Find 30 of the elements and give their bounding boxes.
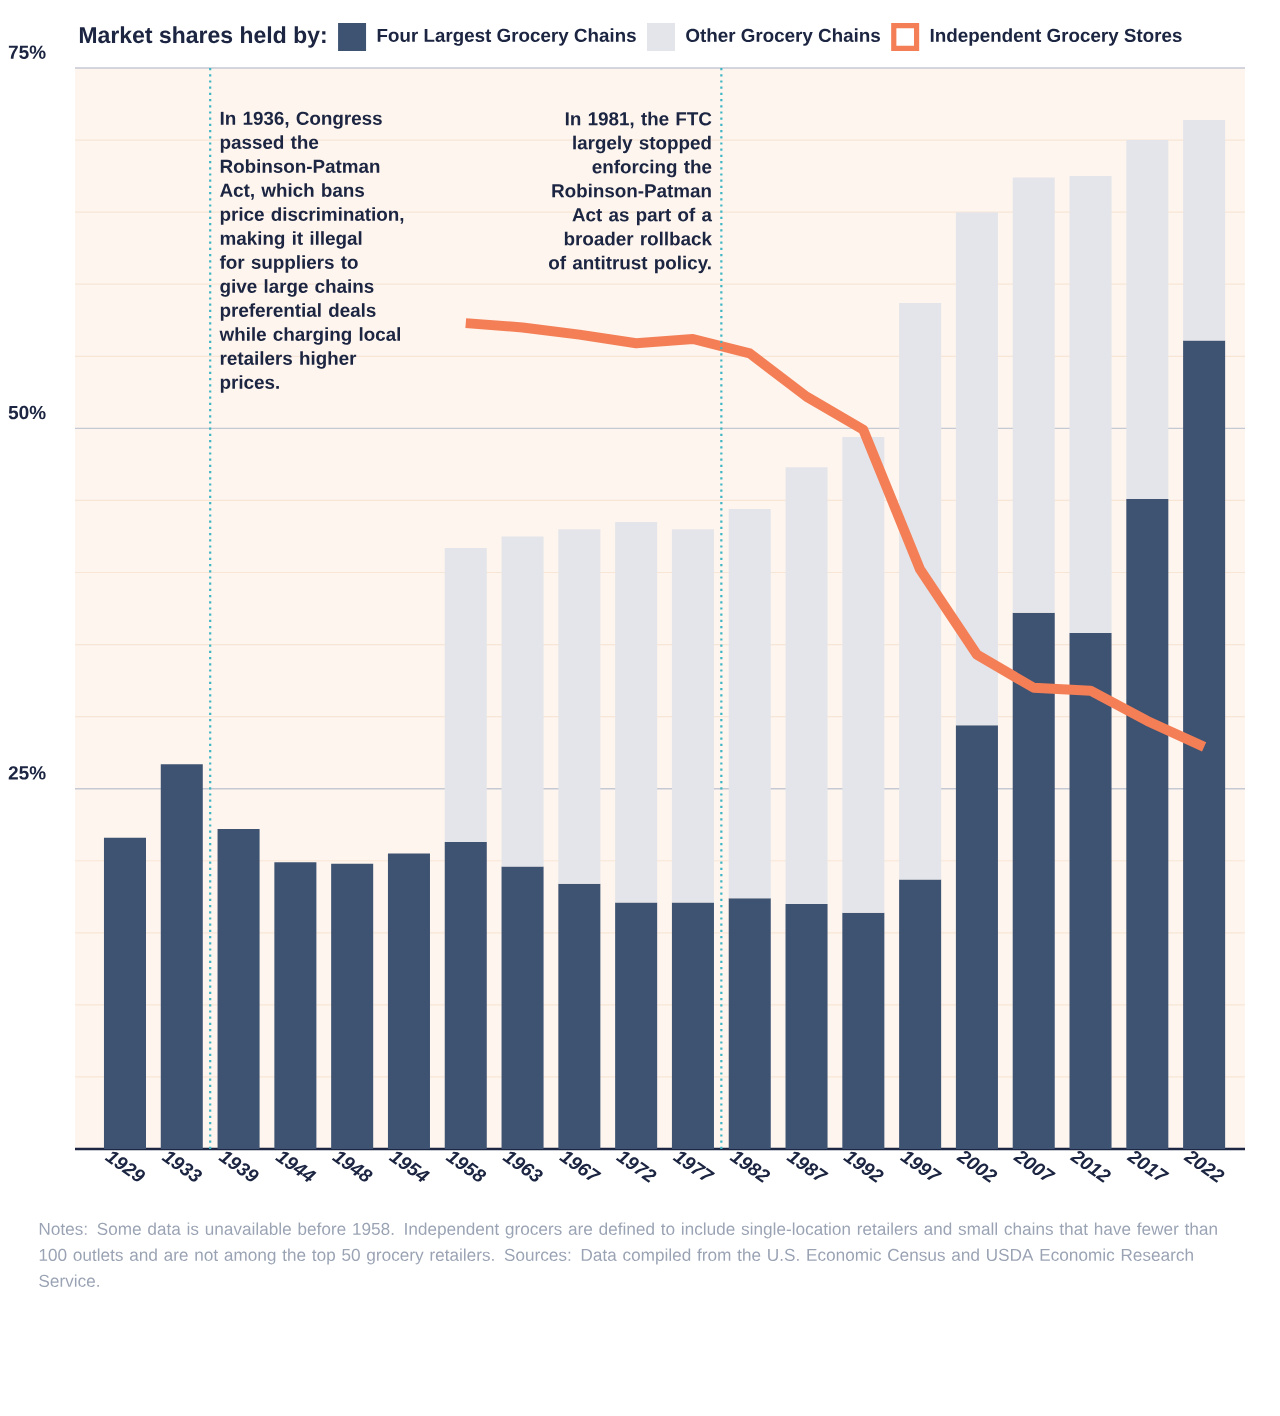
x-tick-label: 1958 (445, 1151, 487, 1182)
x-tick-label: 2017 (1126, 1151, 1170, 1181)
x-tick-label: 2012 (1069, 1151, 1111, 1183)
legend-label: Other Grocery Chains (686, 28, 880, 46)
x-tick-label: 1972 (615, 1151, 657, 1183)
x-tick-label: 1987 (786, 1151, 829, 1181)
x-tick-label: 1933 (161, 1151, 202, 1182)
legend-title: Market shares held by: (79, 26, 326, 48)
x-tick-label: 1963 (502, 1151, 543, 1182)
text: In 1936, Congress passed the Robinson-Patman Act, which bans price discrimination, making it illegal for suppliers to give large chains preferential deals while charging local retailers higher prices. (219, 111, 404, 393)
x-tick-label: 2002 (956, 1151, 998, 1183)
legend-label: Independent Grocery Stores (930, 28, 1182, 46)
x-tick-label: 1944 (275, 1151, 317, 1182)
x-tick-label: 1948 (331, 1151, 373, 1182)
x-tick-label: 1929 (104, 1151, 145, 1182)
x-tick-label: 1992 (842, 1151, 884, 1183)
x-tick-label: 2007 (1012, 1151, 1056, 1181)
x-tick-label: 1982 (729, 1151, 770, 1183)
y-tick-label: 50% (8, 405, 46, 420)
y-tick-label: 25% (8, 766, 46, 780)
x-tick-label: 1954 (388, 1151, 431, 1182)
legend-label: Four Largest Grocery Chains (377, 28, 636, 46)
annotation: In 1981, the FTC largely stopped enforcing the Robinson-Patman Act as part of a broader rollback of antitrust policy. (549, 111, 713, 274)
x-tick-label: 1967 (558, 1151, 602, 1181)
y-tick-label: 75% (8, 45, 46, 59)
x-tick-label: 1977 (672, 1151, 716, 1181)
text: Notes: Some data is unavailable before 1958. Independent grocers are defined to include single-location retailers and small chains that have fewer than 100 outlets and are not among the top 50 grocery retailers. Sources: Data compiled from the U.S. Economic Census and USDA Economic Research Service. (39, 1222, 1217, 1288)
x-tick-label: 2022 (1183, 1151, 1225, 1183)
x-tick-label: 1939 (218, 1151, 259, 1182)
x-tick-label: 1997 (899, 1151, 943, 1181)
